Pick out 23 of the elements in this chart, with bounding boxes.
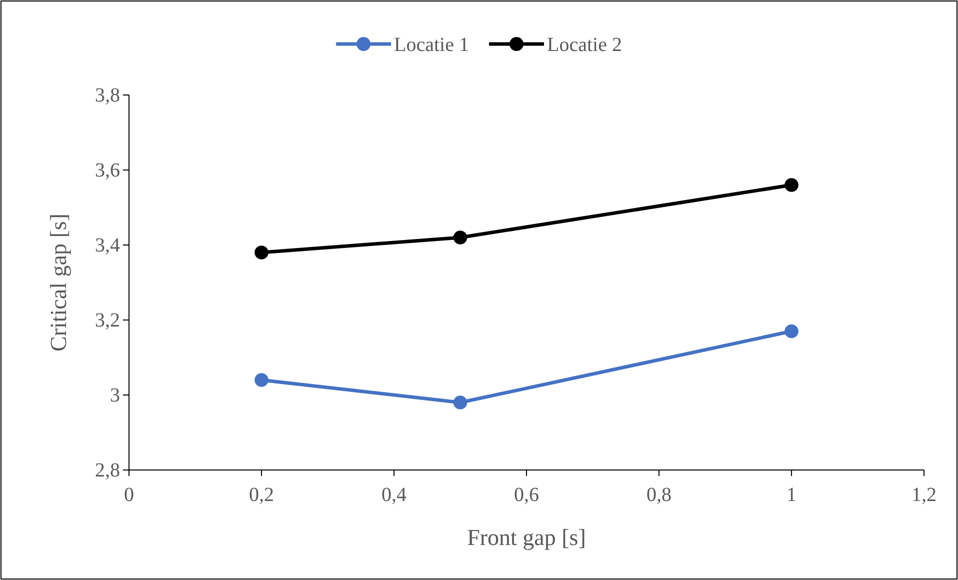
y-tick-label: 2,8 [95,459,120,482]
point [254,246,268,260]
point [453,230,468,244]
x-tick-label: 0,8 [646,484,672,506]
point [453,396,468,410]
point [254,373,268,387]
y-tick-label: 3 [110,384,120,406]
legend-label: Locatie 2 [547,34,622,56]
point [784,324,798,338]
x-tick-label: 1 [786,484,796,506]
y-tick-label: 3,6 [95,159,120,182]
y-tick-label: 3,2 [95,309,120,332]
y-axis-title: Critical gap [s] [46,214,71,352]
y-tick-label: 3,4 [95,234,120,256]
x-tick-label: 0,2 [249,484,274,506]
y-tick-label: 3,8 [95,84,120,106]
x-tick-label: 1,2 [912,484,936,506]
point [784,178,798,192]
legend-label: Locatie 1 [394,34,469,56]
x-tick-label: 0 [124,484,134,506]
x-tick-label: 0,6 [514,484,539,506]
x-tick-label: 0,4 [382,484,406,506]
x-axis-title: Front gap [s] [467,525,586,550]
